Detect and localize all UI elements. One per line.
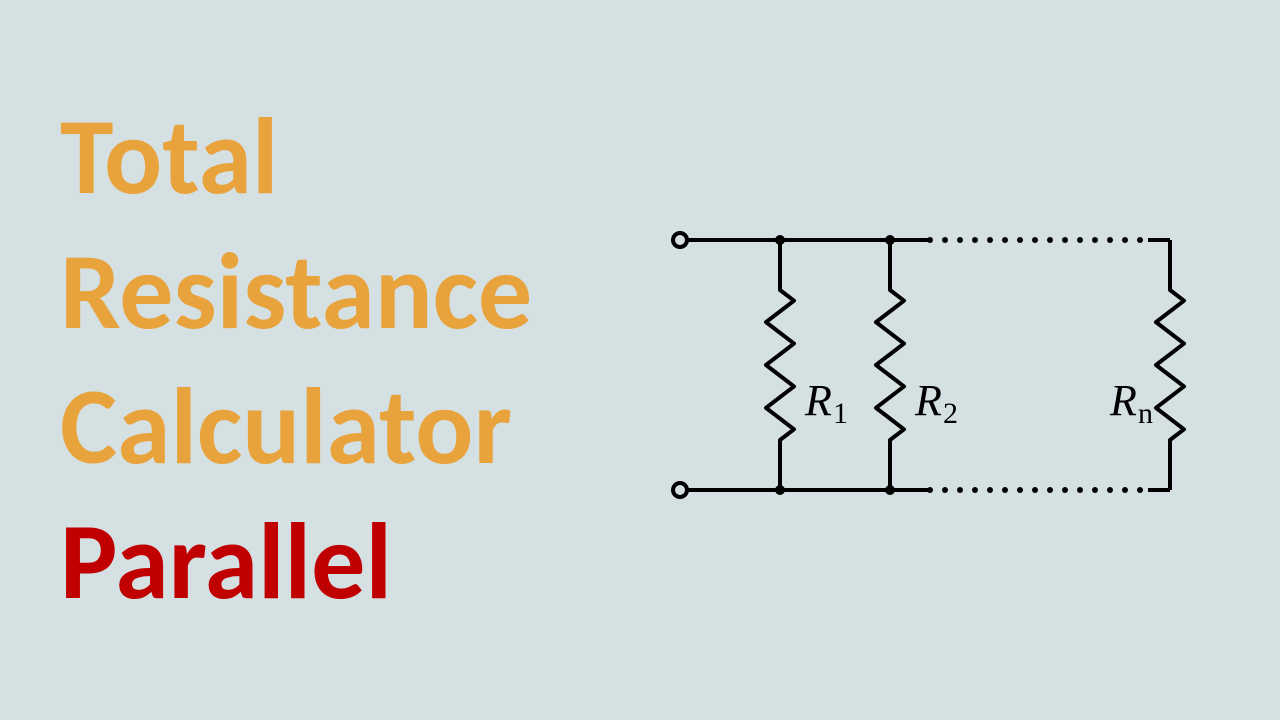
circuit-svg: R1R2Rn bbox=[650, 210, 1210, 530]
svg-text:n: n bbox=[1138, 397, 1153, 430]
slide-container: Total Resistance Calculator Parallel R1R… bbox=[0, 0, 1280, 720]
title-line-1: Total bbox=[60, 90, 532, 225]
title-line-4: Parallel bbox=[60, 495, 532, 630]
svg-text:R: R bbox=[804, 376, 832, 425]
svg-text:1: 1 bbox=[833, 397, 848, 430]
circuit-diagram: R1R2Rn bbox=[650, 210, 1210, 535]
svg-text:2: 2 bbox=[943, 397, 958, 430]
title-line-3: Calculator bbox=[60, 360, 532, 495]
title-text-block: Total Resistance Calculator Parallel bbox=[60, 90, 532, 630]
svg-text:R: R bbox=[914, 376, 942, 425]
title-line-2: Resistance bbox=[60, 225, 532, 360]
svg-text:R: R bbox=[1109, 376, 1137, 425]
